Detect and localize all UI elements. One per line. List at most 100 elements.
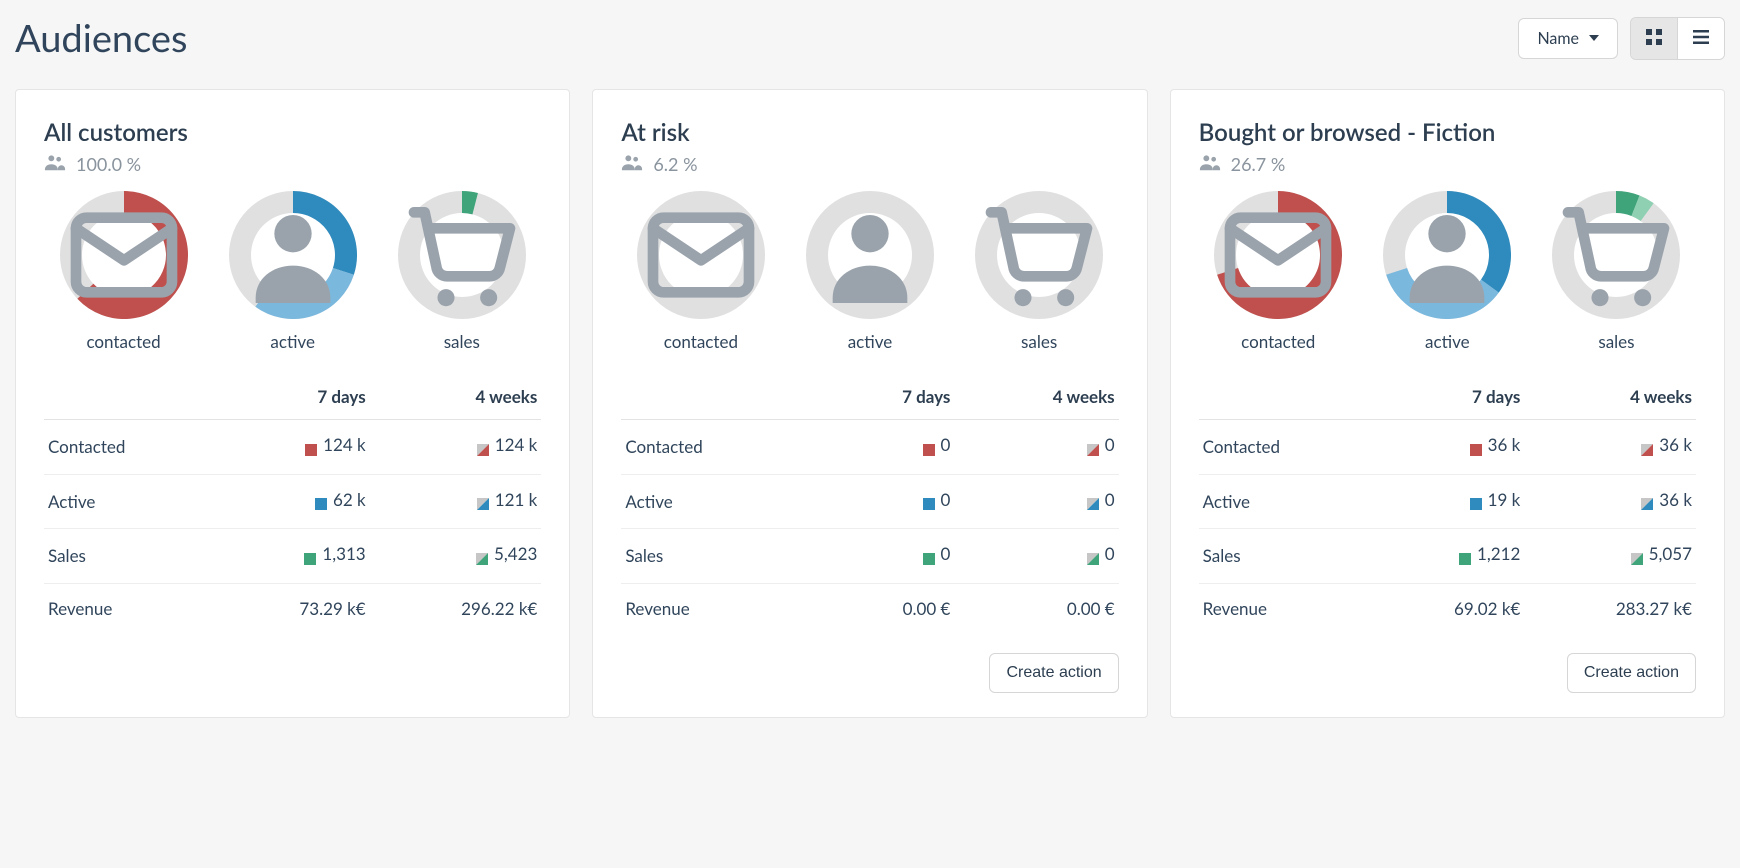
table-row: Revenue 0.00 € 0.00 € <box>621 583 1118 633</box>
donut-label: active <box>848 331 893 352</box>
col-4weeks: 4 weeks <box>954 376 1118 420</box>
row-label: Active <box>44 474 218 529</box>
donut-contacted: contacted <box>621 191 780 352</box>
row-label: Contacted <box>44 420 218 475</box>
cards-grid: All customers 100.0 % contacted active s… <box>15 89 1725 718</box>
table-row: Sales 00 <box>621 529 1118 584</box>
card-percent: 100.0 % <box>44 153 541 175</box>
card-percent-value: 26.7 % <box>1231 153 1286 175</box>
metric-value: 124 k <box>495 434 538 455</box>
donut-row: contacted active sales <box>1199 191 1696 352</box>
metric-marker <box>1459 548 1471 560</box>
col-7days: 7 days <box>218 376 370 420</box>
table-row: Sales 1,313 5,423 <box>44 529 541 584</box>
audience-card: Bought or browsed - Fiction 26.7 % conta… <box>1170 89 1725 718</box>
table-row: Revenue 73.29 k€ 296.22 k€ <box>44 583 541 633</box>
metric-value: 73.29 k€ <box>299 598 365 619</box>
view-grid-button[interactable] <box>1631 18 1677 59</box>
metric-marker <box>477 493 489 505</box>
row-label: Active <box>621 474 822 529</box>
col-4weeks: 4 weeks <box>370 376 542 420</box>
list-icon <box>1692 28 1710 49</box>
mail-icon <box>1214 191 1342 319</box>
metric-marker <box>1470 439 1482 451</box>
donut-sales: sales <box>382 191 541 352</box>
stats-table: 7 days 4 weeks Contacted 124 k 124 k Acti… <box>44 376 541 633</box>
col-7days: 7 days <box>1373 376 1525 420</box>
cart-icon <box>1552 191 1680 319</box>
metric-value: 0 <box>941 434 951 455</box>
row-label: Revenue <box>621 583 822 633</box>
sort-dropdown[interactable]: Name <box>1518 18 1618 59</box>
header-controls: Name <box>1518 17 1725 60</box>
audience-card: At risk 6.2 % contacted active sales <box>592 89 1147 718</box>
metric-value: 0.00 € <box>903 598 951 619</box>
metric-value: 296.22 k€ <box>461 598 537 619</box>
people-icon <box>1199 153 1221 175</box>
metric-marker <box>1641 439 1653 451</box>
metric-marker <box>923 548 935 560</box>
metric-value: 5,423 <box>494 543 537 564</box>
table-row: Active 0 0 <box>621 474 1118 529</box>
person-icon <box>1383 191 1511 319</box>
mail-icon <box>60 191 188 319</box>
metric-value: 69.02 k€ <box>1454 598 1520 619</box>
create-action-button[interactable]: Create action <box>1567 653 1696 693</box>
donut-label: sales <box>444 331 480 352</box>
row-label: Sales <box>44 529 218 584</box>
metric-value: 0 <box>1105 489 1115 510</box>
donut-sales: sales <box>1537 191 1696 352</box>
card-title: At risk <box>621 118 1118 147</box>
page-title: Audiences <box>15 15 187 61</box>
card-title: Bought or browsed - Fiction <box>1199 118 1696 147</box>
metric-value: 121 k <box>495 489 538 510</box>
metric-value: 0 <box>941 543 951 564</box>
audience-card: All customers 100.0 % contacted active s… <box>15 89 570 718</box>
metric-value: 36 k <box>1488 434 1521 455</box>
person-icon <box>806 191 934 319</box>
donut-active: active <box>790 191 949 352</box>
page-header: Audiences Name <box>15 15 1725 61</box>
caret-down-icon <box>1589 35 1599 41</box>
metric-marker <box>1087 439 1099 451</box>
stats-table: 7 days 4 weeks Contacted 36 k36 k Active… <box>1199 376 1696 633</box>
donut-label: sales <box>1598 331 1634 352</box>
cart-icon <box>975 191 1103 319</box>
metric-marker <box>477 439 489 451</box>
metric-marker <box>305 439 317 451</box>
metric-value: 1,313 <box>322 543 365 564</box>
metric-value: 0.00 € <box>1067 598 1115 619</box>
row-label: Revenue <box>44 583 218 633</box>
metric-marker <box>1087 548 1099 560</box>
donut-contacted: contacted <box>44 191 203 352</box>
table-row: Contacted 124 k 124 k <box>44 420 541 475</box>
mail-icon <box>637 191 765 319</box>
people-icon <box>621 153 643 175</box>
col-4weeks: 4 weeks <box>1524 376 1696 420</box>
donut-label: contacted <box>664 331 738 352</box>
row-label: Revenue <box>1199 583 1373 633</box>
row-label: Sales <box>621 529 822 584</box>
create-action-button[interactable]: Create action <box>989 653 1118 693</box>
people-icon <box>44 153 66 175</box>
stats-table: 7 days 4 weeks Contacted 00 Active 00 Sa… <box>621 376 1118 633</box>
metric-value: 0 <box>941 489 951 510</box>
col-7days: 7 days <box>822 376 954 420</box>
person-icon <box>229 191 357 319</box>
sort-dropdown-label: Name <box>1537 29 1579 48</box>
table-row: Active 62 k121 k <box>44 474 541 529</box>
metric-marker <box>304 548 316 560</box>
metric-value: 124 k <box>323 434 366 455</box>
donut-label: active <box>270 331 315 352</box>
donut-label: active <box>1425 331 1470 352</box>
donut-row: contacted active sales <box>44 191 541 352</box>
metric-marker <box>1631 548 1643 560</box>
view-list-button[interactable] <box>1677 18 1724 59</box>
row-label: Sales <box>1199 529 1373 584</box>
metric-value: 283.27 k€ <box>1616 598 1692 619</box>
metric-marker <box>923 493 935 505</box>
donut-active: active <box>1368 191 1527 352</box>
metric-value: 36 k <box>1659 434 1692 455</box>
table-row: Active 19 k36 k <box>1199 474 1696 529</box>
card-percent: 6.2 % <box>621 153 1118 175</box>
